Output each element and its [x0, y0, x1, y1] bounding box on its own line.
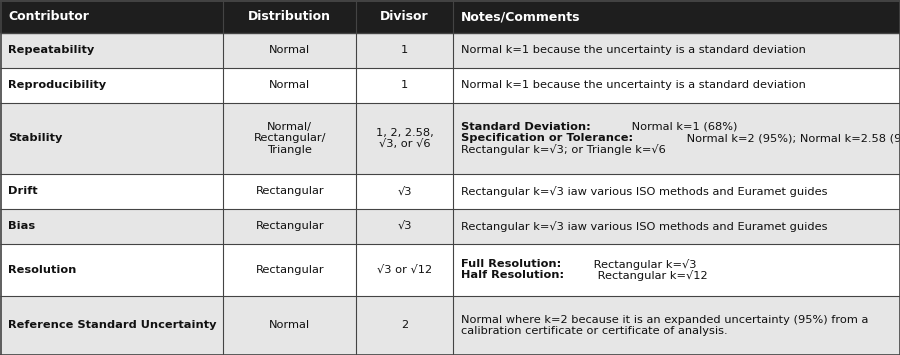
Text: √3 or √12: √3 or √12: [377, 265, 432, 275]
Bar: [0, 68, 900, 103]
Text: 1: 1: [400, 80, 409, 90]
Bar: [0, 209, 900, 244]
Text: calibration certificate or certificate of analysis.: calibration certificate or certificate o…: [461, 326, 727, 336]
Bar: [0, 174, 900, 209]
Text: Normal k=1 (68%): Normal k=1 (68%): [628, 122, 737, 132]
Text: Reproducibility: Reproducibility: [8, 80, 106, 90]
Text: Reference Standard Uncertainty: Reference Standard Uncertainty: [8, 321, 217, 331]
Text: 1, 2, 2.58,
√3, or √6: 1, 2, 2.58, √3, or √6: [375, 127, 434, 149]
Text: Notes/Comments: Notes/Comments: [461, 10, 580, 23]
Text: Rectangular: Rectangular: [256, 221, 324, 231]
Text: Normal k=2 (95%); Normal k=2.58 (99%);: Normal k=2 (95%); Normal k=2.58 (99%);: [683, 133, 900, 143]
Bar: [0, 33, 900, 68]
Text: Rectangular k=√3: Rectangular k=√3: [590, 258, 697, 269]
Bar: [0, 244, 900, 296]
Text: Rectangular k=√12: Rectangular k=√12: [594, 270, 707, 281]
Text: Specification or Tolerance:: Specification or Tolerance:: [461, 133, 633, 143]
Text: Normal k=1 because the uncertainty is a standard deviation: Normal k=1 because the uncertainty is a …: [461, 80, 806, 90]
Text: Drift: Drift: [8, 186, 38, 196]
Bar: [0, 0, 900, 33]
Text: Stability: Stability: [8, 133, 62, 143]
Text: Full Resolution:: Full Resolution:: [461, 259, 561, 269]
Bar: [0, 296, 900, 355]
Text: 2: 2: [401, 321, 408, 331]
Text: Normal: Normal: [269, 80, 310, 90]
Text: Normal: Normal: [269, 45, 310, 55]
Text: Normal/
Rectangular/
Triangle: Normal/ Rectangular/ Triangle: [254, 122, 326, 155]
Text: 1: 1: [400, 45, 409, 55]
Bar: [0, 103, 900, 174]
Text: Rectangular k=√3; or Triangle k=√6: Rectangular k=√3; or Triangle k=√6: [461, 144, 665, 155]
Text: √3: √3: [397, 221, 412, 231]
Text: Divisor: Divisor: [380, 10, 429, 23]
Text: Rectangular k=√3 iaw various ISO methods and Euramet guides: Rectangular k=√3 iaw various ISO methods…: [461, 186, 827, 197]
Text: Half Resolution:: Half Resolution:: [461, 271, 563, 280]
Text: Contributor: Contributor: [8, 10, 89, 23]
Text: Resolution: Resolution: [8, 265, 76, 275]
Text: Rectangular k=√3 iaw various ISO methods and Euramet guides: Rectangular k=√3 iaw various ISO methods…: [461, 221, 827, 232]
Text: Normal: Normal: [269, 321, 310, 331]
Text: Normal k=1 because the uncertainty is a standard deviation: Normal k=1 because the uncertainty is a …: [461, 45, 806, 55]
Text: Repeatability: Repeatability: [8, 45, 94, 55]
Text: √3: √3: [397, 186, 412, 196]
Text: Rectangular: Rectangular: [256, 186, 324, 196]
Text: Normal where k=2 because it is an expanded uncertainty (95%) from a: Normal where k=2 because it is an expand…: [461, 315, 868, 325]
Text: Bias: Bias: [8, 221, 35, 231]
Text: Distribution: Distribution: [248, 10, 331, 23]
Text: Standard Deviation:: Standard Deviation:: [461, 122, 590, 132]
Text: Rectangular: Rectangular: [256, 265, 324, 275]
